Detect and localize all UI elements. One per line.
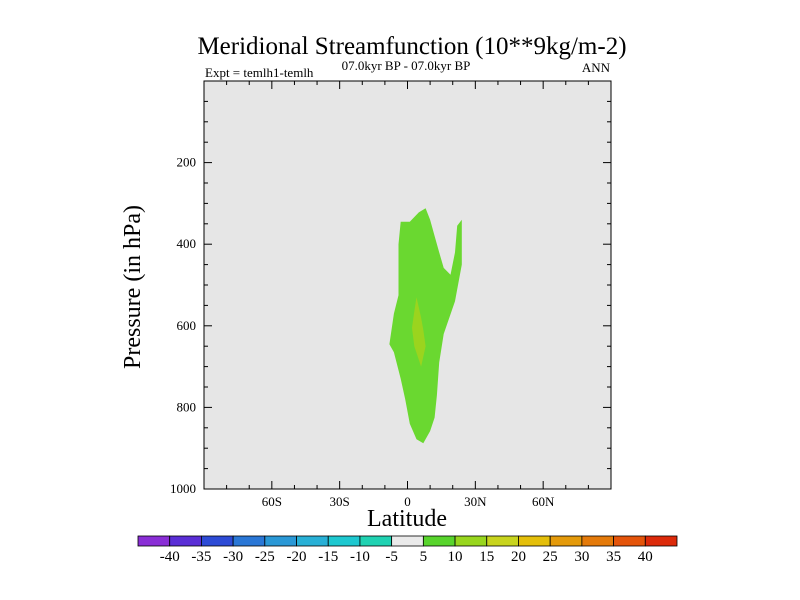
x-tick-label: 60S xyxy=(262,494,282,509)
colorbar-label: -30 xyxy=(223,549,243,565)
colorbar-swatch xyxy=(454,535,488,547)
colorbar-label: -25 xyxy=(255,549,275,565)
subtitle-center: 07.0kyr BP - 07.0kyr BP xyxy=(342,58,471,73)
y-tick-label: 200 xyxy=(177,155,197,170)
colorbar-swatch xyxy=(391,535,424,547)
colorbar-label: -10 xyxy=(350,549,370,565)
contour-region-1 xyxy=(389,208,462,444)
contour-region-2 xyxy=(412,297,426,367)
colorbar-swatch xyxy=(486,535,519,547)
colorbar-swatch xyxy=(232,535,266,547)
colorbar-label: 5 xyxy=(420,549,428,565)
colorbar-label: 25 xyxy=(543,549,558,565)
colorbar-swatch xyxy=(644,535,678,547)
y-tick-label: 600 xyxy=(177,318,197,333)
colorbar-label: -35 xyxy=(191,549,211,565)
colorbar-swatch xyxy=(137,535,171,547)
y-tick-label: 800 xyxy=(177,399,197,414)
colorbar-swatch xyxy=(201,535,234,547)
colorbar-swatch xyxy=(296,535,329,547)
x-axis-label: Latitude xyxy=(367,506,447,532)
x-tick-label: 0 xyxy=(404,494,411,509)
colorbar-swatch xyxy=(327,535,361,547)
colorbar-label: -20 xyxy=(287,549,307,565)
colorbar-swatch xyxy=(613,535,646,547)
colorbar-label: -40 xyxy=(160,549,180,565)
colorbar-swatch xyxy=(264,535,297,547)
colorbar-swatch xyxy=(518,535,551,547)
x-tick-label: 30S xyxy=(330,494,350,509)
colorbar-swatch xyxy=(359,535,393,547)
colorbar-label: 15 xyxy=(479,549,494,565)
axes: 60S 30S 0 30N 60N 200 400 600 800 1000 xyxy=(170,80,612,509)
colorbar-swatch xyxy=(581,535,614,547)
plot-area xyxy=(204,81,611,489)
colorbar-swatch xyxy=(422,535,456,547)
colorbar: -40 -35 -30 -25 -20 -15 -10 -5 5 10 15 20 25 30 35 40 xyxy=(137,535,678,565)
subtitle-left: Expt = temlh1-temlh xyxy=(205,65,314,80)
colorbar-label: -15 xyxy=(318,549,338,565)
colorbar-label: -5 xyxy=(385,549,398,565)
y-tick-label: 1000 xyxy=(170,481,196,496)
y-axis-label: Pressure (in hPa) xyxy=(120,205,146,369)
subtitle-right: ANN xyxy=(582,60,611,75)
colorbar-label: 10 xyxy=(448,549,463,565)
x-tick-label: 60N xyxy=(532,494,555,509)
colorbar-label: 40 xyxy=(638,549,653,565)
colorbar-label: 35 xyxy=(606,549,621,565)
colorbar-swatch xyxy=(549,535,583,547)
colorbar-label: 30 xyxy=(574,549,589,565)
x-tick-label: 30N xyxy=(464,494,487,509)
chart-title: Meridional Streamfunction (10**9kg/m-2) xyxy=(197,33,626,60)
y-tick-label: 400 xyxy=(177,236,197,251)
colorbar-label: 20 xyxy=(511,549,526,565)
colorbar-swatch xyxy=(169,535,202,547)
